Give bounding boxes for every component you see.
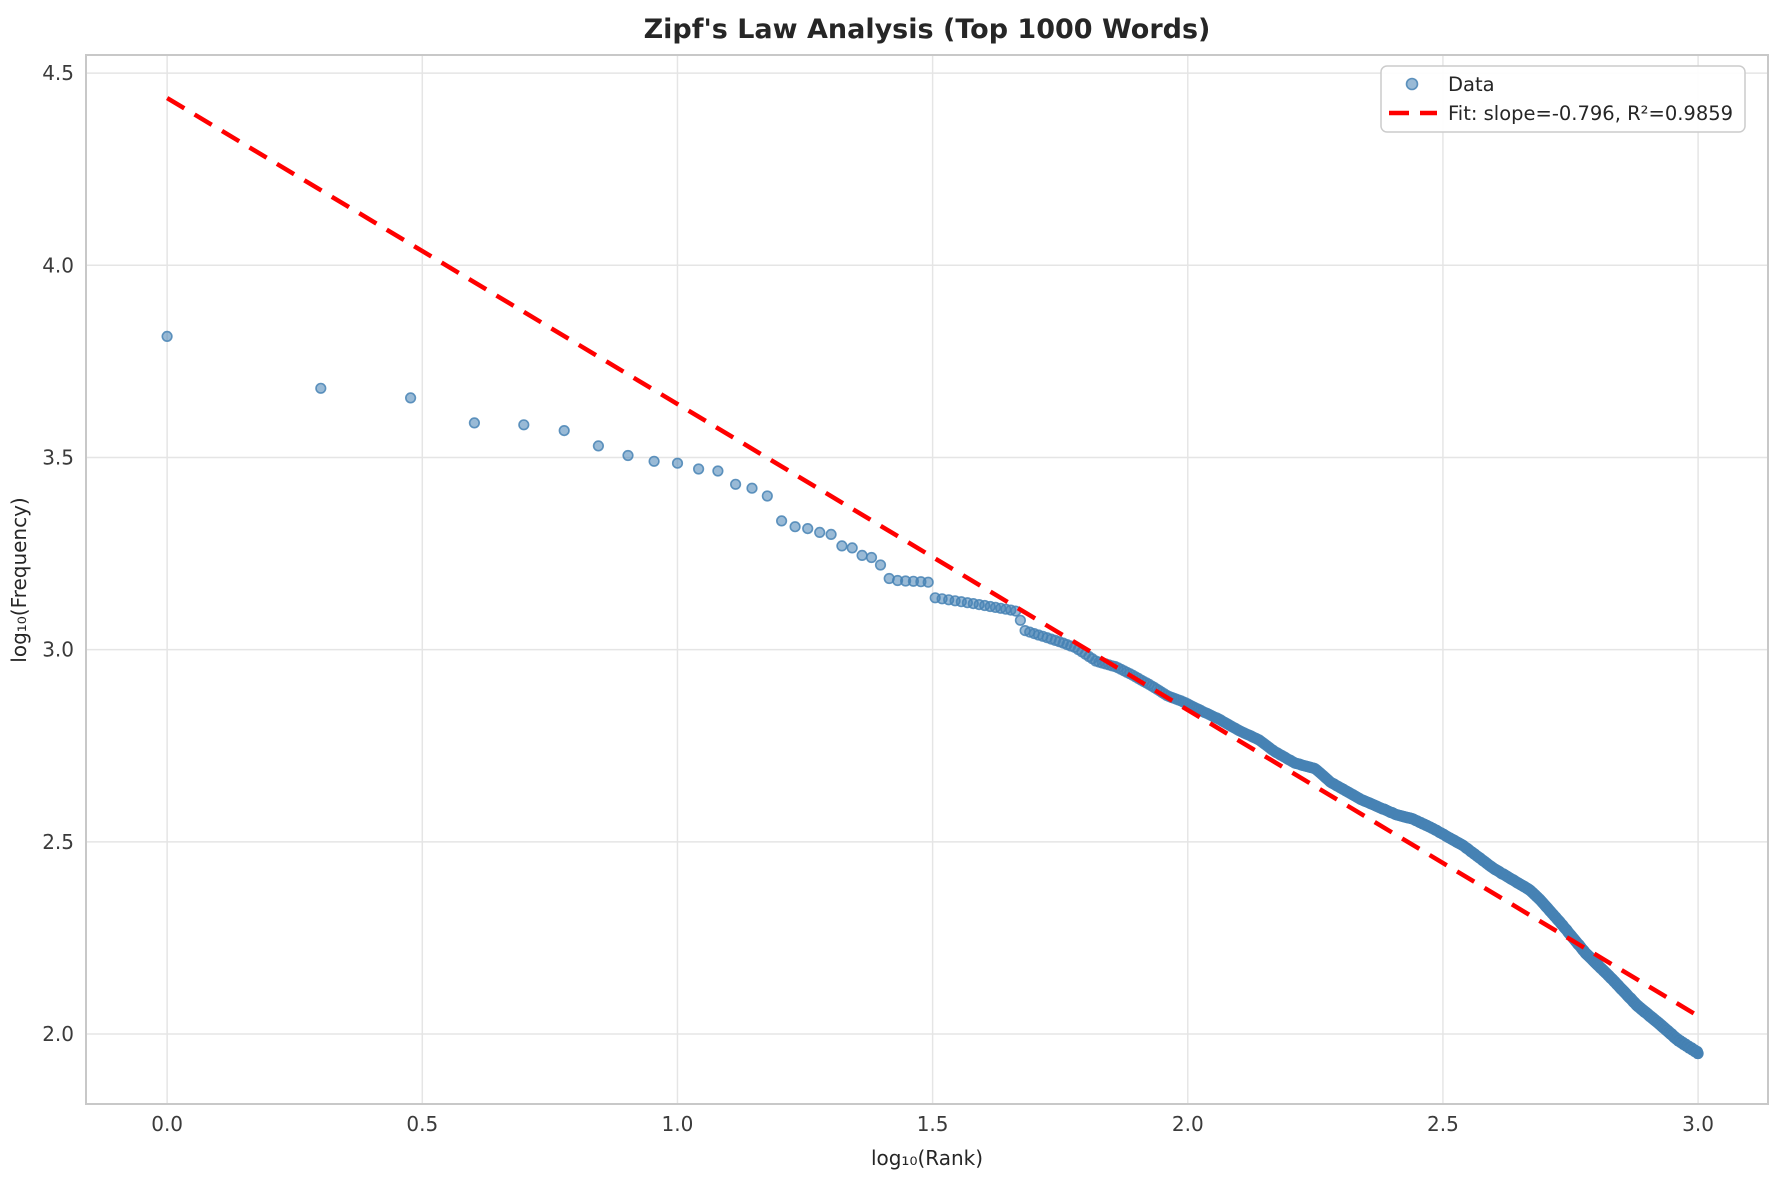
x-axis-label: log₁₀(Rank) — [871, 1146, 983, 1170]
y-tick-labels: 2.0 2.5 3.0 3.5 4.0 4.5 — [42, 61, 74, 1046]
data-point — [825, 528, 837, 541]
data-point — [874, 559, 887, 571]
data-point — [622, 449, 634, 462]
y-tick-label: 3.0 — [42, 638, 74, 662]
grid-lines — [86, 55, 1768, 1104]
data-point — [856, 549, 868, 562]
data-point — [814, 526, 826, 539]
y-tick-label: 2.0 — [42, 1022, 74, 1046]
chart-title: Zipf's Law Analysis (Top 1000 Words) — [644, 14, 1211, 45]
data-point — [648, 455, 660, 467]
y-tick-label: 2.5 — [42, 830, 74, 854]
data-point — [922, 576, 934, 588]
data-point — [692, 463, 705, 475]
data-point — [1692, 1047, 1704, 1060]
legend: Data Fit: slope=-0.796, R²=0.9859 — [1380, 65, 1746, 133]
x-tick-label: 0.0 — [151, 1112, 183, 1136]
legend-item-data: Data — [1448, 73, 1495, 96]
data-point — [468, 417, 481, 429]
x-tick-labels: 0.0 0.5 1.0 1.5 2.0 2.5 3.0 — [151, 1112, 1714, 1136]
data-point — [315, 382, 327, 394]
data-point — [558, 425, 570, 437]
data-point — [592, 440, 605, 452]
x-tick-label: 1.5 — [917, 1112, 949, 1136]
data-point — [775, 515, 788, 527]
axes-spines — [85, 54, 1769, 1105]
legend-data-marker-icon — [1405, 77, 1419, 91]
data-point — [729, 478, 742, 490]
data-point — [746, 482, 758, 494]
x-tick-label: 2.5 — [1427, 1112, 1459, 1136]
data-point — [846, 542, 858, 554]
data-point — [518, 419, 530, 431]
data-point — [789, 521, 801, 533]
y-tick-label: 3.5 — [42, 445, 74, 469]
x-tick-label: 1.0 — [662, 1112, 694, 1136]
x-tick-label: 3.0 — [1682, 1112, 1714, 1136]
data-point — [712, 465, 724, 477]
x-tick-label: 0.5 — [406, 1112, 438, 1136]
data-point — [836, 540, 848, 552]
data-point — [405, 392, 417, 404]
x-tick-label: 2.0 — [1172, 1112, 1204, 1136]
fit-line — [165, 96, 1700, 1018]
y-axis-label: log₁₀(Frequency) — [7, 497, 31, 662]
data-point — [1014, 614, 1027, 626]
data-point — [802, 522, 814, 535]
y-tick-label: 4.5 — [42, 61, 74, 85]
legend-box — [1380, 65, 1746, 133]
data-point — [761, 490, 773, 502]
data-point — [671, 457, 684, 469]
legend-item-fit: Fit: slope=-0.796, R²=0.9859 — [1448, 102, 1733, 125]
y-tick-label: 4.0 — [42, 253, 74, 277]
data-point — [865, 551, 878, 564]
data-point — [161, 330, 173, 343]
